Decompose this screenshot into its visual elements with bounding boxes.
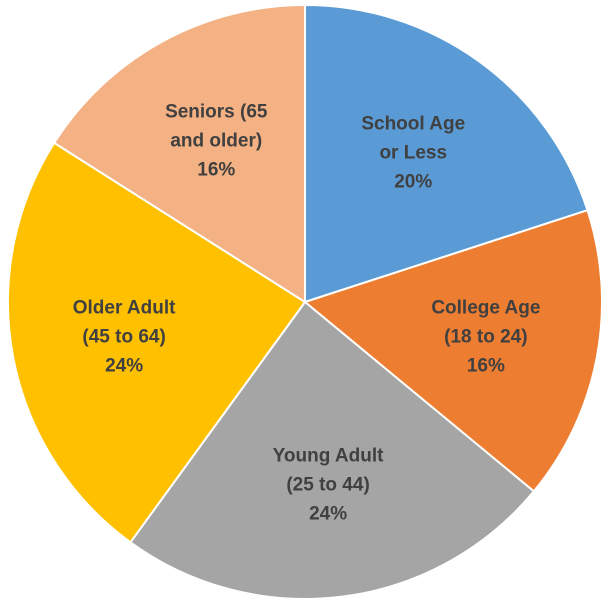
pie-slice	[7, 141, 307, 544]
slice-label: Older Adult (45 to 64) 24%	[60, 293, 188, 380]
pie-slice	[304, 3, 589, 304]
category-label: Older Adult (45 to 64)	[72, 297, 176, 347]
pie-slice	[129, 300, 536, 600]
value-label: 16%	[466, 355, 505, 376]
category-label: School Age or Less	[361, 113, 466, 164]
value-label: 24%	[309, 503, 348, 525]
slice-label: College Age (18 to 24) 16%	[422, 293, 550, 380]
category-label: Seniors (65 and older)	[165, 101, 268, 152]
category-label: College Age (18 to 24)	[431, 297, 541, 347]
category-label: Young Adult (25 to 44)	[272, 445, 384, 496]
pie-slice	[302, 208, 602, 493]
pie-slice	[52, 3, 306, 304]
value-label: 20%	[394, 171, 433, 193]
slice-label: Young Adult (25 to 44) 24%	[264, 441, 392, 528]
value-label: 24%	[105, 355, 144, 376]
slice-label: School Age or Less 20%	[349, 110, 477, 197]
value-label: 16%	[197, 159, 236, 181]
slice-label: Seniors (65 and older) 16%	[152, 97, 280, 184]
